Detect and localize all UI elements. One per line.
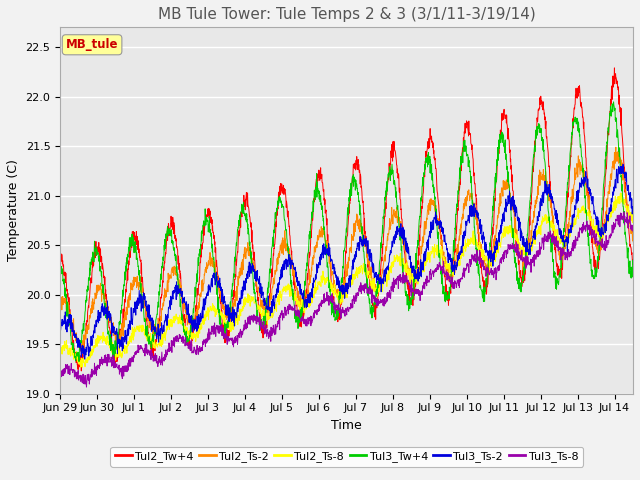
Text: MB_tule: MB_tule — [66, 38, 118, 51]
Legend: Tul2_Tw+4, Tul2_Ts-2, Tul2_Ts-8, Tul3_Tw+4, Tul3_Ts-2, Tul3_Ts-8: Tul2_Tw+4, Tul2_Ts-2, Tul2_Ts-8, Tul3_Tw… — [111, 447, 583, 467]
X-axis label: Time: Time — [332, 419, 362, 432]
Y-axis label: Temperature (C): Temperature (C) — [7, 159, 20, 262]
Title: MB Tule Tower: Tule Temps 2 & 3 (3/1/11-3/19/14): MB Tule Tower: Tule Temps 2 & 3 (3/1/11-… — [157, 7, 536, 22]
